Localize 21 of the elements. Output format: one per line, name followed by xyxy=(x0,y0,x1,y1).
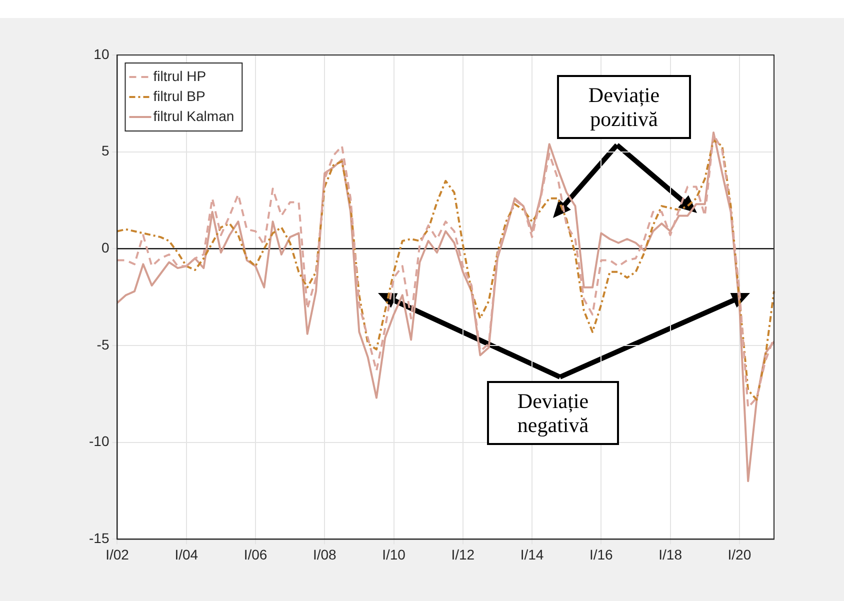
legend-label: filtrul HP xyxy=(153,68,206,84)
y-tick-label: -15 xyxy=(89,530,110,546)
x-tick-label: I/14 xyxy=(520,546,544,562)
x-tick-label: I/12 xyxy=(451,546,475,562)
y-tick-label: -10 xyxy=(89,433,110,450)
y-tick-label: 5 xyxy=(101,142,110,159)
x-tick-label: I/16 xyxy=(589,546,614,562)
x-tick-label: I/10 xyxy=(382,546,406,562)
legend-label: filtrul BP xyxy=(153,88,206,104)
y-tick-label: 0 xyxy=(101,240,110,256)
x-tick-label: I/02 xyxy=(106,546,130,562)
x-tick-label: I/06 xyxy=(244,546,268,562)
x-tick-label: I/08 xyxy=(312,546,337,562)
annotation: Deviație pozitivă xyxy=(557,75,691,139)
y-tick-label: 10 xyxy=(94,46,110,62)
x-tick-label: I/04 xyxy=(174,546,198,562)
x-tick-label: I/18 xyxy=(658,546,682,562)
annotation: Deviație negativă xyxy=(487,381,619,445)
y-tick-label: -5 xyxy=(96,336,110,352)
legend-label: filtrul Kalman xyxy=(153,108,234,124)
x-tick-label: I/20 xyxy=(728,546,752,562)
